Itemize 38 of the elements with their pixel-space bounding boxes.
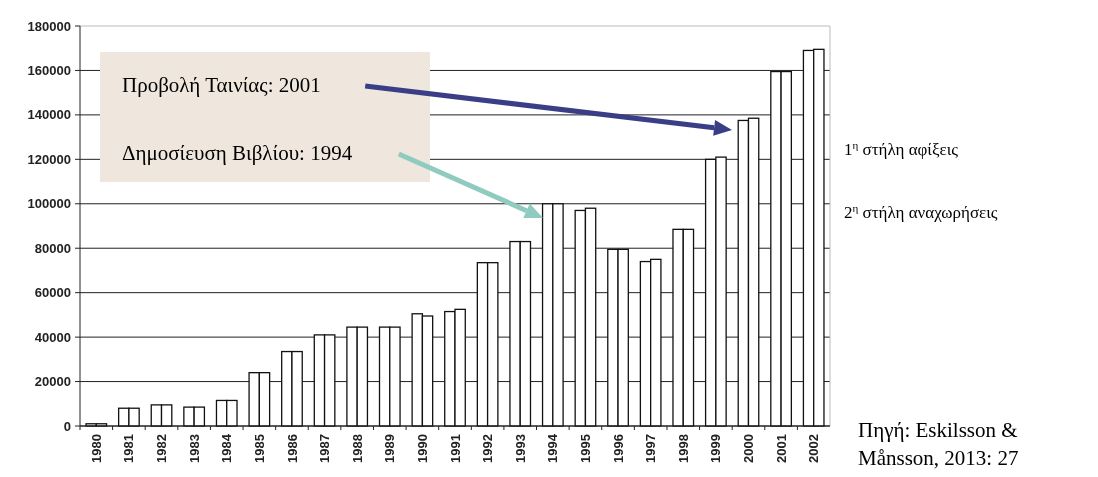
x-tick-label: 1987 — [317, 434, 333, 463]
x-tick-label: 1997 — [643, 434, 659, 463]
text: Πηγή: Eskilsson & Månsson, 2013: 27 — [858, 418, 1019, 470]
x-tick-label: 1990 — [414, 434, 430, 463]
y-tick-label: 60000 — [34, 285, 71, 301]
x-tick-label: 1993 — [512, 434, 528, 463]
x-tick-label: 1992 — [480, 434, 496, 463]
x-tick-label: 1988 — [349, 434, 365, 463]
y-tick-label: 160000 — [27, 62, 71, 78]
x-tick-label: 1996 — [610, 434, 626, 463]
x-tick-label: 1982 — [154, 434, 170, 463]
text: 2$^{η}$ στήλη αναχωρήσεις — [844, 202, 998, 222]
x-tick-label: 1981 — [121, 434, 137, 463]
y-tick-label: 140000 — [27, 107, 71, 123]
annotation: Προβολή Ταινίας: 2001 — [122, 73, 321, 97]
x-tick-label: 2001 — [773, 434, 789, 463]
y-tick-label: 120000 — [27, 151, 71, 167]
x-tick-label: 1999 — [708, 434, 724, 463]
y-tick-label: 80000 — [34, 240, 71, 256]
y-tick-label: 0 — [63, 418, 71, 434]
x-tick-label: 1980 — [88, 434, 104, 463]
x-tick-label: 1983 — [186, 434, 202, 463]
x-tick-label: 1989 — [382, 434, 398, 463]
text: 1$^{η}$ στήλη αφίξεις — [844, 139, 959, 159]
y-tick-label: 40000 — [34, 329, 71, 345]
x-tick-label: 1985 — [251, 434, 267, 463]
annotation: Δημοσίευση Βιβλίου: 1994 — [122, 141, 353, 165]
y-tick-label: 100000 — [27, 196, 71, 212]
x-tick-label: 1994 — [545, 433, 561, 463]
x-tick-label: 1998 — [675, 434, 691, 463]
x-tick-label: 1991 — [447, 434, 463, 463]
x-tick-label: 1984 — [219, 433, 235, 463]
x-tick-label: 2002 — [806, 434, 822, 463]
y-tick-label: 180000 — [27, 18, 71, 34]
x-tick-label: 1995 — [577, 434, 593, 463]
x-tick-label: 1986 — [284, 434, 300, 463]
y-tick-label: 20000 — [34, 374, 71, 390]
x-tick-label: 2000 — [741, 434, 757, 463]
